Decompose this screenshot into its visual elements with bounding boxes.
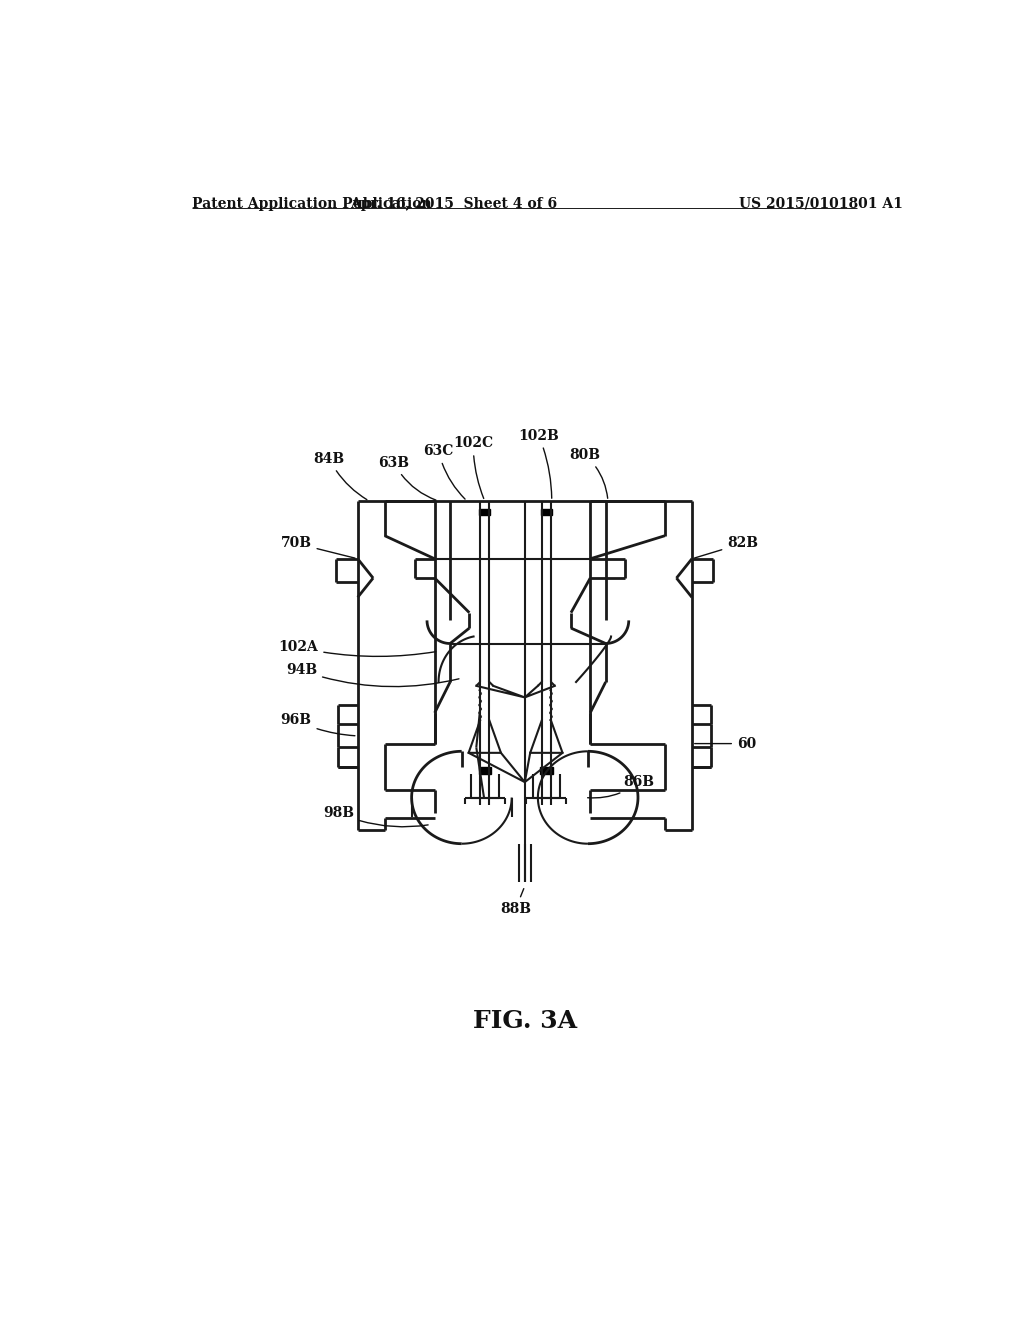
Text: 88B: 88B bbox=[500, 888, 531, 916]
Bar bbox=[478, 767, 490, 775]
Text: 102A: 102A bbox=[279, 640, 436, 656]
Text: 63C: 63C bbox=[423, 444, 465, 499]
Text: 60: 60 bbox=[694, 737, 756, 751]
Text: 102C: 102C bbox=[454, 437, 494, 499]
Text: 80B: 80B bbox=[569, 447, 607, 498]
Text: 84B: 84B bbox=[313, 451, 367, 500]
Text: Apr. 16, 2015  Sheet 4 of 6: Apr. 16, 2015 Sheet 4 of 6 bbox=[350, 197, 557, 211]
Bar bbox=[541, 767, 553, 775]
Text: 82B: 82B bbox=[694, 536, 758, 558]
Text: US 2015/0101801 A1: US 2015/0101801 A1 bbox=[739, 197, 903, 211]
Text: FIG. 3A: FIG. 3A bbox=[473, 1010, 577, 1034]
Text: Patent Application Publication: Patent Application Publication bbox=[193, 197, 432, 211]
Text: 63B: 63B bbox=[379, 455, 436, 500]
Text: 94B: 94B bbox=[286, 664, 459, 686]
Bar bbox=[479, 508, 490, 515]
Text: 70B: 70B bbox=[281, 536, 355, 558]
Text: 96B: 96B bbox=[281, 714, 355, 735]
Text: 102B: 102B bbox=[518, 429, 559, 498]
Text: 98B: 98B bbox=[323, 807, 428, 826]
Text: 86B: 86B bbox=[588, 775, 654, 797]
Bar bbox=[541, 508, 552, 515]
